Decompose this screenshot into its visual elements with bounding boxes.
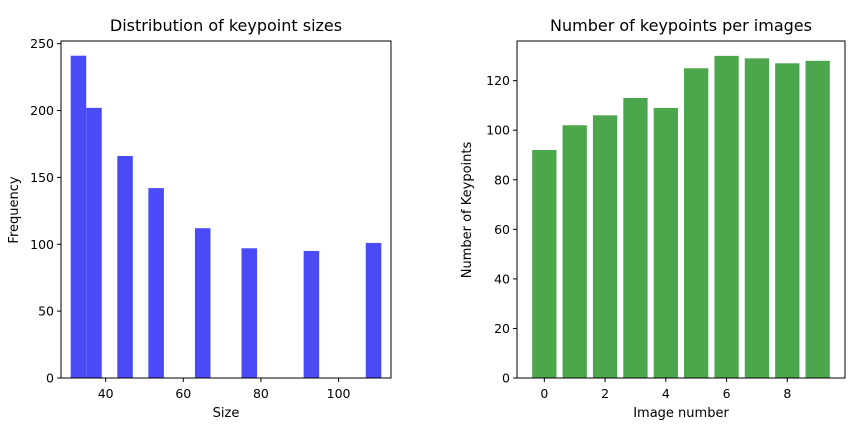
histogram-bar xyxy=(117,156,133,378)
y-axis-ticks: 0 20 40 60 80 100 120 xyxy=(486,73,517,386)
y-tick-label: 80 xyxy=(494,172,510,187)
bar-image-6 xyxy=(714,55,739,378)
histogram-bar xyxy=(303,250,320,378)
bar-image-5 xyxy=(684,68,709,378)
x-tick-label: 60 xyxy=(175,386,191,401)
plot-frame xyxy=(60,40,392,379)
x-tick-label: 80 xyxy=(253,386,269,401)
bar-image-2 xyxy=(592,115,618,379)
x-axis-label: Size xyxy=(213,406,240,421)
histogram-bar xyxy=(241,248,258,378)
x-tick-label: 8 xyxy=(783,386,791,401)
x-axis-ticks: 40 60 80 100 xyxy=(98,378,351,401)
y-axis-label: Frequency xyxy=(7,176,22,243)
histogram-bar xyxy=(365,242,382,378)
histogram-bar xyxy=(86,107,102,378)
x-tick-label: 0 xyxy=(540,386,548,401)
y-tick-label: 200 xyxy=(30,103,54,118)
y-tick-label: 100 xyxy=(486,123,510,138)
histogram-bar xyxy=(194,228,211,378)
bar-image-8 xyxy=(775,63,800,378)
y-tick-label: 100 xyxy=(30,237,54,252)
histogram-bar xyxy=(70,55,87,378)
x-tick-label: 6 xyxy=(723,386,731,401)
x-tick-label: 2 xyxy=(601,386,609,401)
plot-frame xyxy=(516,40,846,379)
x-axis-label: Image number xyxy=(633,406,729,421)
x-axis-ticks: 0 2 4 6 8 xyxy=(540,378,791,401)
bar-image-4 xyxy=(653,107,678,378)
y-axis-ticks: 0 50 100 150 200 250 xyxy=(30,36,61,386)
bar-image-3 xyxy=(623,97,648,378)
bar-image-9 xyxy=(805,60,830,379)
y-tick-label: 0 xyxy=(46,371,54,386)
bar-image-7 xyxy=(744,58,770,379)
bars xyxy=(70,55,382,378)
y-tick-label: 0 xyxy=(502,371,510,386)
y-tick-label: 50 xyxy=(38,304,54,319)
y-axis-label: Number of Keypoints xyxy=(460,142,475,279)
bar-image-1 xyxy=(562,125,587,378)
x-tick-label: 4 xyxy=(662,386,670,401)
y-tick-label: 40 xyxy=(494,271,510,286)
chart-title: Number of keypoints per images xyxy=(550,16,812,35)
y-tick-label: 120 xyxy=(486,73,510,88)
chart-title: Distribution of keypoint sizes xyxy=(110,16,342,35)
x-tick-label: 100 xyxy=(327,386,351,401)
y-tick-label: 20 xyxy=(494,321,510,336)
bar-image-0 xyxy=(532,150,557,378)
chart-keypoints-per-image: Number of keypoints per images 0 2 4 6 8 0 20… xyxy=(460,16,846,421)
y-tick-label: 250 xyxy=(30,36,54,51)
x-tick-label: 40 xyxy=(98,386,114,401)
y-tick-label: 150 xyxy=(30,170,54,185)
y-tick-label: 60 xyxy=(494,222,510,237)
chart-keypoint-size-histogram: Distribution of keypoint sizes 40 60 80 100… xyxy=(7,16,392,421)
histogram-bar xyxy=(148,188,164,378)
bars xyxy=(532,55,830,379)
